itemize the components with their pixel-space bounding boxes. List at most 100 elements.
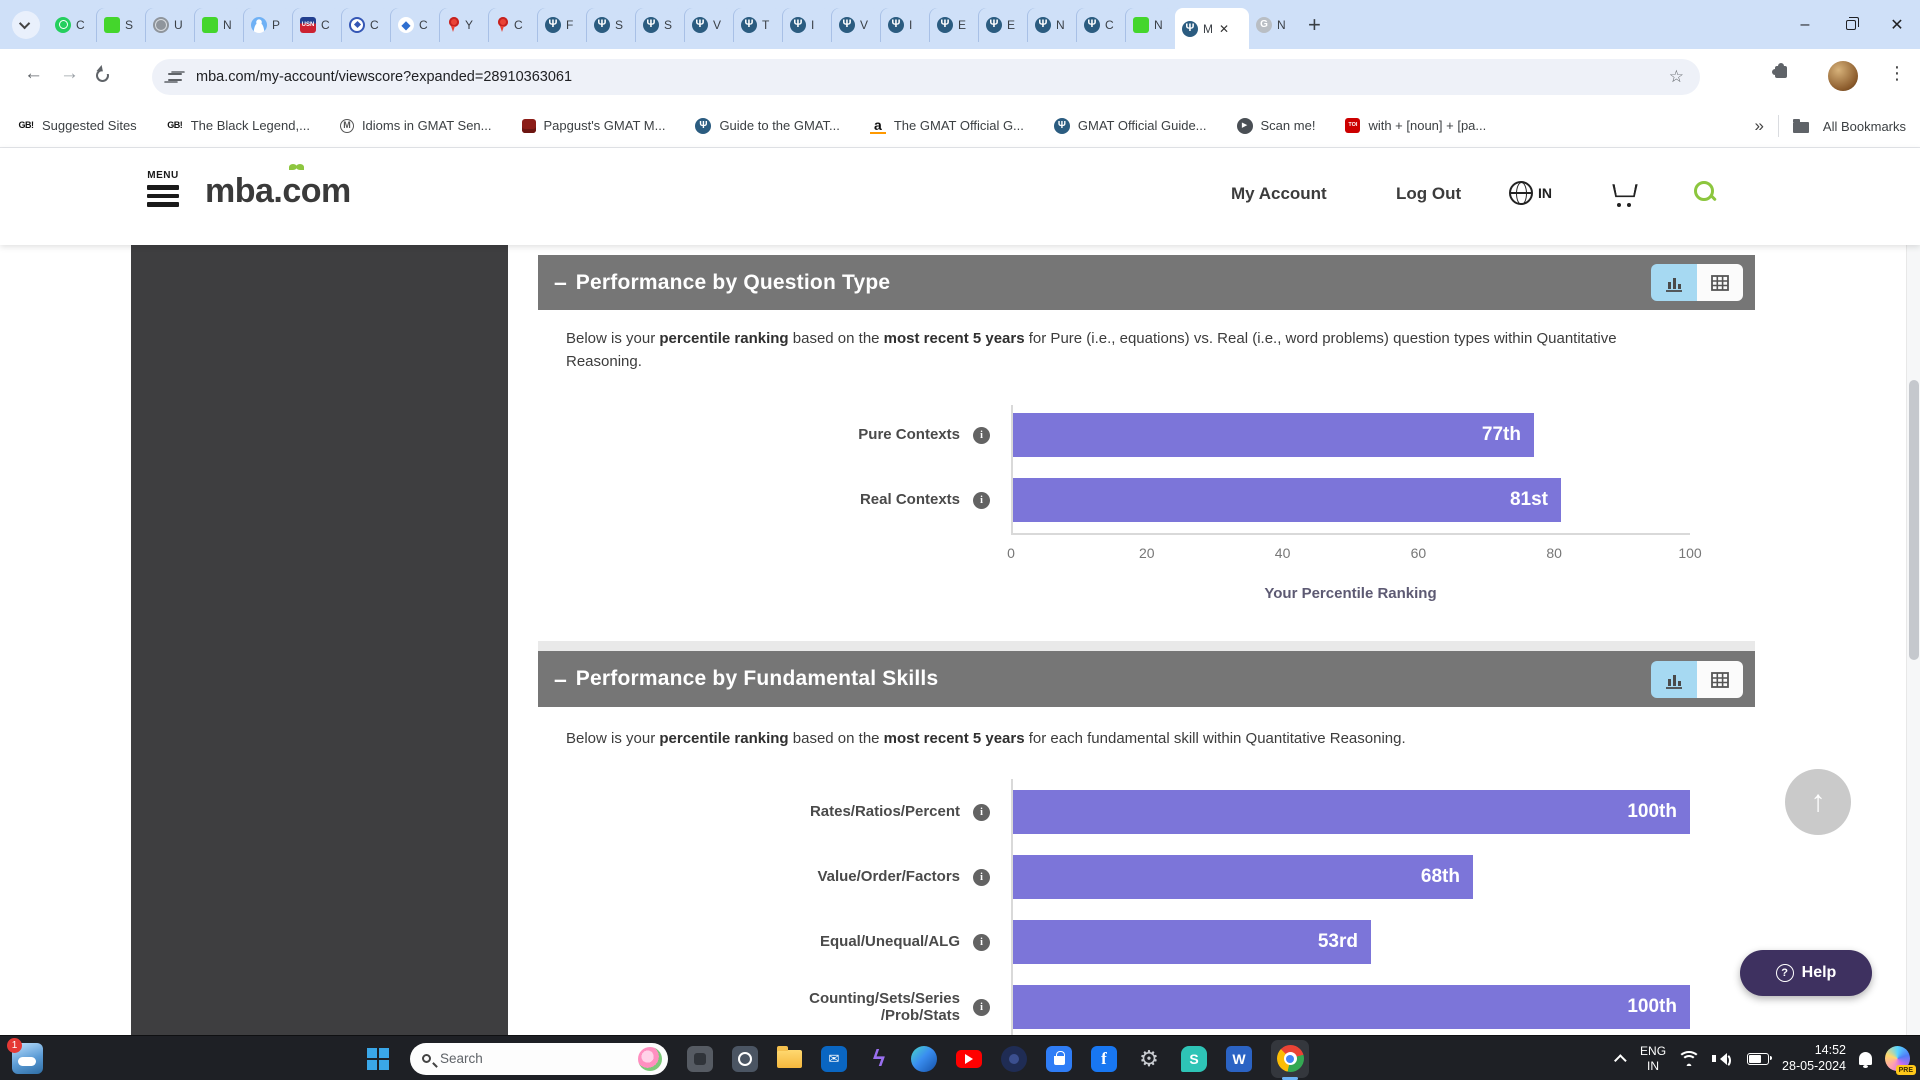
- bookmark-item[interactable]: GB! Suggested Sites: [18, 118, 137, 134]
- info-icon[interactable]: i: [973, 934, 990, 951]
- site-search-icon[interactable]: [1693, 180, 1719, 206]
- bookmark-item[interactable]: M Idioms in GMAT Sen...: [339, 118, 492, 134]
- taskbar-app-edge[interactable]: [911, 1045, 937, 1072]
- section-header-fundamental-skills[interactable]: – Performance by Fundamental Skills: [538, 651, 1755, 707]
- tab[interactable]: N: [1126, 8, 1175, 42]
- start-button[interactable]: [365, 1046, 391, 1072]
- taskbar-app-word[interactable]: W: [1226, 1045, 1252, 1072]
- volume-icon[interactable]: [1712, 1051, 1734, 1068]
- bookmarks-overflow-button[interactable]: »: [1754, 116, 1764, 135]
- back-button[interactable]: ←: [24, 63, 43, 84]
- notifications-bell-icon[interactable]: [1859, 1052, 1872, 1068]
- window-restore-button[interactable]: [1828, 0, 1874, 49]
- bookmark-item[interactable]: Ψ Guide to the GMAT...: [695, 117, 840, 134]
- chart-view-toggle[interactable]: [1651, 661, 1697, 698]
- tab[interactable]: Y: [440, 8, 489, 42]
- window-close-button[interactable]: ✕: [1890, 16, 1904, 34]
- taskbar-app-lightning[interactable]: ϟ: [872, 1045, 886, 1071]
- new-tab-button[interactable]: +: [1308, 11, 1321, 37]
- search-highlight-image[interactable]: [638, 1046, 662, 1071]
- tab[interactable]: S: [97, 8, 146, 42]
- taskbar-app-camera[interactable]: [732, 1045, 758, 1072]
- bookmark-star-icon[interactable]: ☆: [1668, 67, 1684, 86]
- info-icon[interactable]: i: [973, 999, 990, 1016]
- bookmark-item[interactable]: ▶ Scan me!: [1236, 117, 1315, 134]
- bookmark-item[interactable]: Ψ GMAT Official Guide...: [1053, 117, 1207, 134]
- collapse-icon[interactable]: –: [554, 269, 567, 295]
- taskbar-app-surfshark[interactable]: S: [1181, 1045, 1207, 1072]
- tab[interactable]: P: [244, 8, 293, 42]
- taskbar-clock[interactable]: 14:52 28-05-2024: [1782, 1043, 1846, 1074]
- hidden-icons-chevron[interactable]: [1614, 1054, 1627, 1067]
- taskbar-app-facebook[interactable]: f: [1091, 1045, 1117, 1072]
- taskbar-app-youtube[interactable]: [956, 1049, 982, 1068]
- nav-my-account[interactable]: My Account: [1231, 184, 1327, 203]
- table-view-toggle[interactable]: [1697, 661, 1743, 698]
- chart-view-toggle[interactable]: [1651, 264, 1697, 301]
- scroll-to-top-button[interactable]: ↑: [1785, 769, 1851, 835]
- tab[interactable]: U: [146, 8, 195, 42]
- window-minimize-button[interactable]: –: [1800, 15, 1810, 33]
- address-bar[interactable]: mba.com/my-account/viewscore?expanded=28…: [152, 59, 1700, 95]
- all-bookmarks-button[interactable]: All Bookmarks: [1822, 118, 1906, 134]
- table-view-toggle[interactable]: [1697, 264, 1743, 301]
- taskbar-app-chrome-active[interactable]: [1271, 1039, 1309, 1080]
- tab[interactable]: C: [489, 8, 538, 42]
- site-settings-icon[interactable]: [168, 71, 182, 83]
- taskbar-app-folder[interactable]: [777, 1045, 802, 1068]
- page-scrollbar[interactable]: [1906, 148, 1920, 1035]
- browser-menu-icon[interactable]: ⋮: [1888, 63, 1906, 83]
- menu-button[interactable]: MENU: [140, 170, 186, 207]
- mba-logo[interactable]: mba.com: [205, 164, 351, 211]
- cart-icon[interactable]: [1612, 183, 1638, 207]
- profile-avatar[interactable]: [1828, 61, 1858, 91]
- tab[interactable]: N: [195, 8, 244, 42]
- locale-selector[interactable]: IN: [1509, 181, 1552, 205]
- forward-button[interactable]: →: [60, 63, 79, 84]
- tab[interactable]: USN C: [293, 8, 342, 42]
- bookmark-item[interactable]: a The GMAT Official G...: [869, 118, 1024, 134]
- taskbar-app-gear[interactable]: ⚙: [1139, 1045, 1159, 1071]
- info-icon[interactable]: i: [973, 804, 990, 821]
- help-button[interactable]: ? Help: [1740, 950, 1872, 996]
- reload-button[interactable]: [96, 68, 109, 82]
- wifi-icon[interactable]: [1679, 1051, 1700, 1066]
- collapse-icon[interactable]: –: [554, 665, 567, 692]
- copilot-icon[interactable]: PRE: [1885, 1046, 1916, 1075]
- bookmark-item[interactable]: Papgust's GMAT M...: [521, 118, 665, 134]
- bookmark-item[interactable]: GB! The Black Legend,...: [167, 118, 310, 134]
- info-icon[interactable]: i: [973, 492, 990, 509]
- language-indicator[interactable]: ENG IN: [1640, 1044, 1666, 1073]
- tab[interactable]: C: [48, 8, 97, 42]
- taskbar-app-appgray[interactable]: [687, 1045, 713, 1072]
- section-header-question-type[interactable]: – Performance by Question Type: [538, 255, 1755, 310]
- tab-strip-chevron-button[interactable]: [12, 10, 40, 39]
- info-icon[interactable]: i: [973, 427, 990, 444]
- tab[interactable]: ◆ C: [391, 8, 440, 42]
- taskbar-widgets-icon[interactable]: 1: [7, 1038, 43, 1074]
- nav-log-out[interactable]: Log Out: [1396, 184, 1462, 203]
- scrollbar-thumb[interactable]: [1909, 380, 1919, 660]
- bookmark-item[interactable]: TOI with + [noun] + [pa...: [1345, 118, 1486, 134]
- taskbar-app-navyapp[interactable]: [1001, 1045, 1027, 1072]
- tab-active[interactable]: Ψ M ✕: [1175, 8, 1249, 49]
- info-icon[interactable]: i: [973, 869, 990, 886]
- url-text[interactable]: mba.com/my-account/viewscore?expanded=28…: [196, 69, 573, 85]
- battery-icon[interactable]: [1747, 1052, 1773, 1065]
- tab-close-icon[interactable]: ✕: [1219, 21, 1230, 36]
- extensions-icon[interactable]: [1772, 63, 1787, 78]
- tab[interactable]: C: [342, 8, 391, 42]
- taskbar-app-store[interactable]: [1046, 1045, 1072, 1072]
